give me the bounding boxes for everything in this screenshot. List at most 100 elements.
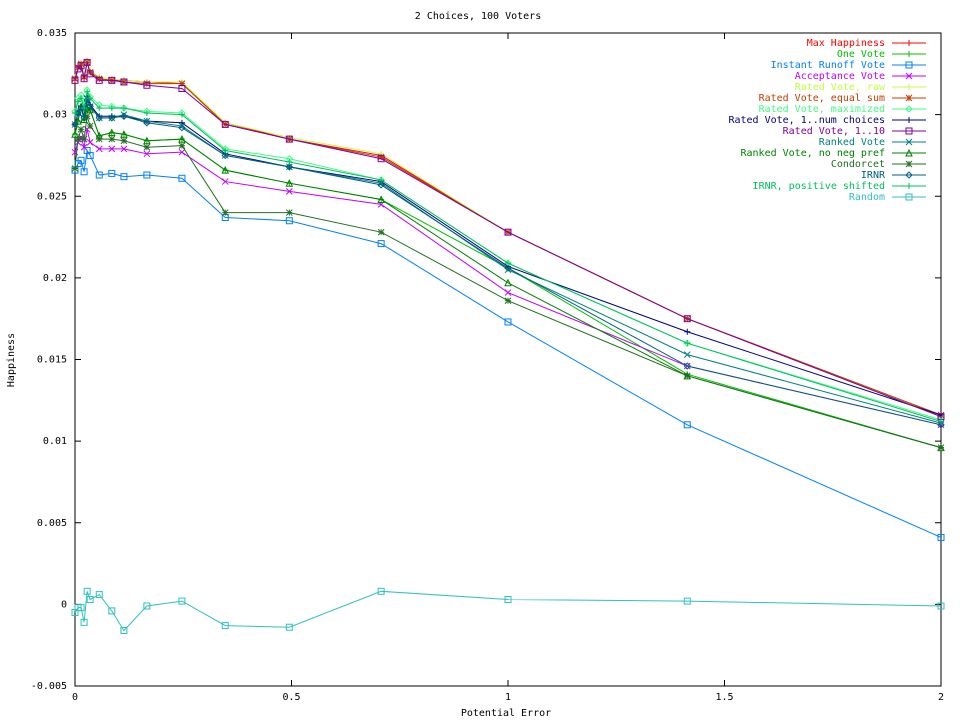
data-point (221, 178, 229, 185)
data-point (74, 109, 82, 117)
data-point (95, 591, 103, 599)
x-tick-label: 0 (72, 692, 78, 703)
legend-entry-label: IRNR, positive shifted (753, 181, 885, 192)
data-point (221, 166, 230, 174)
data-point (937, 533, 945, 541)
legend-entry-label: Ranked Vote, no neg pref (741, 148, 886, 159)
data-point (178, 148, 186, 156)
data-point (77, 60, 85, 68)
legend-swatch-marker (905, 94, 913, 102)
data-point (377, 195, 385, 204)
data-point (683, 315, 691, 323)
data-point (937, 602, 945, 610)
x-axis-label: Potential Error (461, 708, 551, 719)
y-tick-label: -0.005 (31, 681, 67, 692)
data-point (504, 595, 512, 603)
data-point (74, 135, 82, 143)
data-point (120, 78, 128, 86)
data-point (96, 105, 103, 112)
data-point (143, 171, 151, 179)
data-point (120, 130, 128, 138)
data-point (83, 96, 91, 104)
data-point (77, 104, 85, 112)
data-point (222, 147, 229, 154)
data-point (143, 602, 151, 610)
data-point (84, 88, 91, 95)
data-point (86, 102, 94, 111)
data-point (120, 112, 128, 120)
legend-entry-label: Rated Vote, equal sum (759, 93, 885, 104)
data-point (286, 158, 293, 165)
data-point (504, 278, 512, 287)
data-point (108, 145, 116, 153)
series-line-2 (74, 149, 942, 538)
data-point (81, 105, 88, 112)
data-point (378, 176, 385, 183)
data-point (77, 125, 85, 133)
data-point (683, 351, 691, 358)
data-point (80, 135, 88, 143)
data-point (120, 173, 128, 181)
data-point (221, 209, 229, 216)
legend-entry-label: Condorcet (831, 159, 885, 170)
series-line-11 (74, 116, 942, 449)
data-point (86, 595, 94, 603)
series-line-12 (74, 98, 942, 426)
data-point (80, 143, 88, 151)
data-point (178, 597, 186, 605)
x-tick-label: 1 (505, 692, 511, 703)
data-point (71, 165, 79, 172)
x-tick-label: 0.5 (282, 692, 300, 703)
data-point (78, 95, 85, 102)
data-point (504, 289, 512, 296)
y-tick-label: 0.035 (37, 28, 67, 39)
y-tick-label: 0.025 (37, 191, 67, 202)
data-point (285, 187, 293, 195)
data-point (178, 85, 186, 93)
data-point (221, 151, 229, 160)
data-point (504, 264, 512, 272)
data-point (937, 421, 945, 429)
x-tick-label: 1.5 (715, 692, 733, 703)
y-tick-label: 0.015 (37, 355, 67, 366)
legend-swatch-marker (905, 72, 913, 80)
data-point (285, 179, 294, 187)
y-tick-label: 0.005 (37, 518, 67, 529)
data-point (285, 623, 293, 631)
data-point (938, 412, 944, 419)
data-point (77, 604, 85, 612)
axes-layer: 0 0.5 1 1.5 2 -0.005 0 0.005 0.01 0.015 0.02 0.025 0… (31, 28, 944, 703)
data-point (75, 98, 82, 105)
data-point (683, 597, 691, 605)
data-point (285, 135, 293, 143)
data-point (95, 171, 103, 179)
data-point (178, 134, 186, 143)
data-point (95, 135, 103, 143)
data-point (143, 150, 151, 158)
data-point (86, 151, 94, 159)
data-point (143, 109, 150, 116)
data-point (938, 418, 944, 425)
legend-entry-label: Random (849, 192, 885, 203)
data-point (377, 587, 385, 595)
data-point (285, 209, 293, 216)
data-point (683, 372, 691, 380)
data-point (95, 114, 103, 122)
data-point (80, 75, 88, 83)
data-point (504, 318, 512, 326)
data-point (120, 105, 127, 112)
legend-swatch-marker (906, 117, 912, 123)
data-point (285, 163, 294, 171)
y-tick-label: 0.02 (43, 273, 67, 284)
data-point (143, 143, 151, 151)
legend-entry-label: Max Happiness (807, 38, 885, 49)
legend-swatch-marker (905, 160, 913, 168)
data-point (80, 114, 88, 122)
data-point (505, 260, 511, 267)
data-point (80, 618, 88, 626)
data-point (120, 137, 128, 145)
legend-swatch-marker (905, 148, 913, 157)
data-point (95, 76, 103, 84)
x-tick-label: 2 (938, 692, 944, 703)
